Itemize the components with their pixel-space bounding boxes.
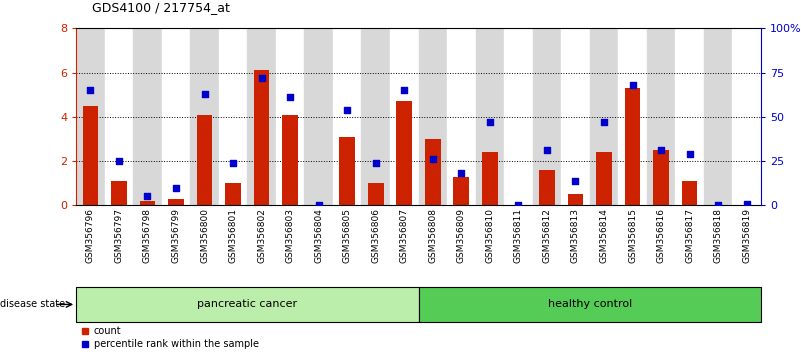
Bar [83, 106, 99, 205]
Point [426, 156, 439, 162]
Bar [625, 88, 640, 205]
Point [740, 201, 753, 206]
Bar [646, 28, 675, 205]
Bar [618, 28, 646, 205]
Bar [105, 28, 133, 205]
Point [654, 148, 667, 153]
Point [484, 119, 497, 125]
Legend: count, percentile rank within the sample: count, percentile rank within the sample [81, 326, 259, 349]
Bar [447, 28, 476, 205]
Point [340, 107, 353, 113]
Bar [418, 28, 447, 205]
Bar [139, 201, 155, 205]
Point [712, 202, 725, 208]
Bar [425, 139, 441, 205]
Point [512, 202, 525, 208]
Bar [482, 152, 497, 205]
Point [198, 91, 211, 97]
Text: disease state: disease state [0, 299, 65, 309]
Bar [732, 28, 761, 205]
Point [170, 185, 183, 190]
Point [112, 158, 125, 164]
Bar [111, 181, 127, 205]
Bar [675, 28, 704, 205]
Bar [476, 28, 504, 205]
Bar [76, 287, 418, 322]
Point [256, 75, 268, 81]
Bar [162, 28, 190, 205]
Point [284, 95, 296, 100]
Text: healthy control: healthy control [548, 299, 632, 309]
Bar [276, 28, 304, 205]
Bar [390, 28, 418, 205]
Point [398, 87, 411, 93]
Bar [704, 28, 732, 205]
Point [369, 160, 382, 166]
Point [455, 171, 468, 176]
Bar [340, 137, 355, 205]
Bar [361, 28, 390, 205]
Point [626, 82, 639, 88]
Bar [225, 183, 241, 205]
Bar [133, 28, 162, 205]
Bar [197, 115, 212, 205]
Bar [248, 28, 276, 205]
Bar [568, 194, 583, 205]
Bar [333, 28, 361, 205]
Point [683, 151, 696, 157]
Bar [254, 70, 269, 205]
Bar [654, 150, 669, 205]
Text: pancreatic cancer: pancreatic cancer [197, 299, 297, 309]
Bar [368, 183, 384, 205]
Text: GDS4100 / 217754_at: GDS4100 / 217754_at [92, 1, 230, 14]
Bar [418, 287, 761, 322]
Bar [304, 28, 333, 205]
Bar [533, 28, 562, 205]
Point [141, 194, 154, 199]
Bar [191, 28, 219, 205]
Bar [682, 181, 698, 205]
Point [84, 87, 97, 93]
Bar [282, 115, 298, 205]
Point [227, 160, 239, 166]
Bar [219, 28, 248, 205]
Bar [168, 199, 183, 205]
Bar [590, 28, 618, 205]
Point [569, 178, 582, 183]
Bar [504, 28, 533, 205]
Bar [453, 177, 469, 205]
Point [541, 148, 553, 153]
Bar [76, 28, 105, 205]
Bar [396, 101, 412, 205]
Bar [596, 152, 612, 205]
Point [312, 202, 325, 208]
Point [598, 119, 610, 125]
Bar [562, 28, 590, 205]
Bar [539, 170, 555, 205]
